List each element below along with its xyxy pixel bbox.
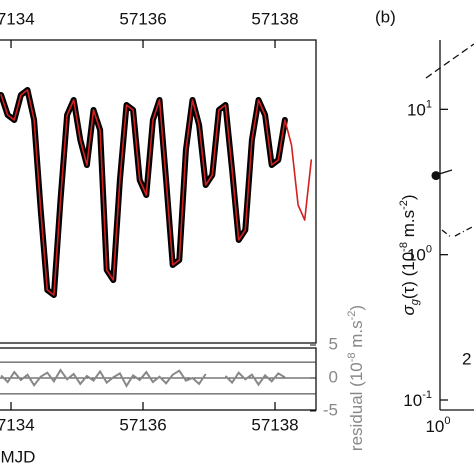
tick-label: 100 bbox=[425, 415, 450, 437]
plot-frame bbox=[0, 39, 317, 344]
tick-label: 101 bbox=[407, 98, 432, 120]
panel-label: (b) bbox=[375, 7, 396, 26]
residual-line bbox=[0, 368, 286, 388]
residual-frame bbox=[0, 347, 317, 411]
point bbox=[431, 171, 441, 181]
line-model bbox=[0, 89, 313, 296]
top-tick-label: 57136 bbox=[119, 9, 166, 28]
x-tick-label: 57138 bbox=[251, 415, 298, 434]
dashed-line bbox=[425, 43, 474, 79]
tick-label: 100 bbox=[407, 244, 432, 266]
y2-label: residual (10-8 m.s-2) bbox=[346, 305, 367, 451]
line-observed bbox=[0, 87, 288, 298]
annotation: 2 bbox=[462, 349, 471, 368]
b-y-label: σg(τ) (10-8 m.s-2) bbox=[398, 194, 421, 315]
tick-label: 10-1 bbox=[403, 389, 432, 411]
y2-tick-label: 0 bbox=[329, 367, 338, 386]
top-tick-label: 57138 bbox=[251, 9, 298, 28]
y2-tick-label: 5 bbox=[329, 334, 338, 353]
x-label: MJD bbox=[1, 447, 36, 466]
x-tick-label: 57136 bbox=[119, 415, 166, 434]
y2-tick-label: -5 bbox=[323, 400, 338, 419]
dashdot-line bbox=[441, 225, 474, 239]
